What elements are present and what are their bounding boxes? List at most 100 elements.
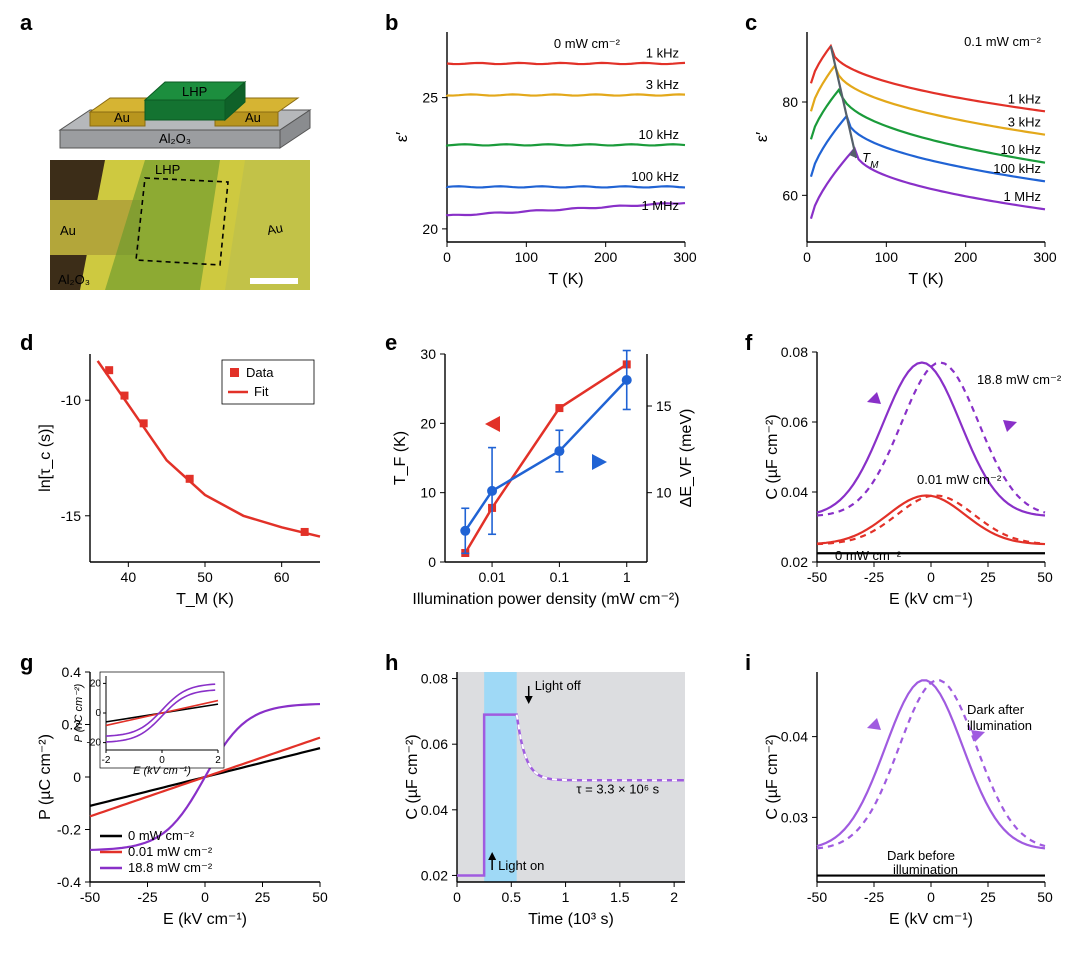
svg-text:100: 100	[875, 249, 899, 265]
svg-text:0: 0	[927, 889, 935, 905]
svg-text:50: 50	[312, 889, 328, 905]
svg-text:ε′: ε′	[394, 132, 411, 142]
svg-text:0.1 mW cm⁻²: 0.1 mW cm⁻²	[964, 34, 1042, 49]
svg-text:-25: -25	[137, 889, 157, 905]
svg-text:Illumination power density (mW: Illumination power density (mW cm⁻²)	[412, 591, 679, 608]
svg-text:0.01 mW cm⁻²: 0.01 mW cm⁻²	[128, 844, 213, 859]
svg-text:200: 200	[594, 249, 618, 265]
svg-text:0 mW cm⁻²: 0 mW cm⁻²	[835, 548, 902, 563]
svg-text:C (µF cm⁻²): C (µF cm⁻²)	[764, 414, 781, 499]
svg-text:10 kHz: 10 kHz	[1001, 142, 1041, 157]
svg-text:0.03: 0.03	[781, 809, 808, 825]
svg-text:0.08: 0.08	[421, 671, 448, 687]
svg-text:Dark after: Dark after	[967, 702, 1025, 717]
svg-text:0.04: 0.04	[781, 484, 808, 500]
svg-text:0: 0	[453, 889, 461, 905]
svg-text:0.08: 0.08	[781, 344, 808, 360]
svg-text:20: 20	[90, 678, 102, 689]
svg-text:0.02: 0.02	[421, 867, 448, 883]
panel-g-chart: -50-2502550-0.4-0.200.20.4E (kV cm⁻¹)P (…	[20, 650, 340, 940]
svg-text:-50: -50	[807, 569, 827, 585]
svg-text:50: 50	[197, 569, 213, 585]
svg-text:0: 0	[201, 889, 209, 905]
svg-text:1 kHz: 1 kHz	[1008, 91, 1041, 106]
svg-text:LHP: LHP	[155, 162, 180, 177]
svg-text:10: 10	[420, 485, 436, 501]
svg-text:25: 25	[980, 569, 996, 585]
svg-text:illumination: illumination	[893, 862, 958, 877]
svg-text:100 kHz: 100 kHz	[993, 161, 1041, 176]
svg-text:E (kV cm⁻¹): E (kV cm⁻¹)	[889, 591, 973, 608]
panel-c-chart: 01002003006080T (K)ε′0.1 mW cm⁻²1 kHz3 k…	[745, 10, 1065, 300]
svg-text:0: 0	[803, 249, 811, 265]
svg-text:60: 60	[274, 569, 290, 585]
svg-text:-15: -15	[61, 508, 81, 524]
svg-text:50: 50	[1037, 889, 1053, 905]
svg-text:T_M (K): T_M (K)	[176, 591, 234, 608]
svg-text:E (kV cm⁻¹): E (kV cm⁻¹)	[163, 911, 247, 928]
svg-text:0: 0	[428, 554, 436, 570]
svg-text:illumination: illumination	[967, 718, 1032, 733]
svg-text:40: 40	[121, 569, 137, 585]
svg-text:0.01: 0.01	[478, 569, 505, 585]
svg-text:0.1: 0.1	[550, 569, 570, 585]
svg-text:1.5: 1.5	[610, 889, 630, 905]
svg-text:0.06: 0.06	[421, 736, 448, 752]
svg-text:Au: Au	[114, 110, 130, 125]
svg-text:-10: -10	[61, 392, 81, 408]
svg-text:80: 80	[782, 94, 798, 110]
svg-text:2: 2	[215, 755, 221, 766]
panel-f-chart: -50-25025500.020.040.060.08E (kV cm⁻¹)C …	[745, 330, 1065, 620]
svg-text:Dark before: Dark before	[887, 848, 955, 863]
svg-text:Al₂O₃: Al₂O₃	[159, 131, 191, 146]
panel-e-chart: 0.010.1101020301015Illumination power de…	[385, 330, 705, 620]
svg-text:0.01 mW cm⁻²: 0.01 mW cm⁻²	[917, 472, 1002, 487]
svg-text:-0.4: -0.4	[57, 874, 81, 890]
svg-text:C (µF cm⁻²): C (µF cm⁻²)	[404, 734, 421, 819]
svg-text:0: 0	[927, 569, 935, 585]
panel-d-chart: 40 50 60 -15 -10 T_M (K) ln[τ_c (s)] Data Fit	[20, 330, 340, 620]
svg-text:-0.2: -0.2	[57, 822, 81, 838]
svg-text:Light off: Light off	[535, 678, 581, 693]
svg-text:P (nC cm⁻²): P (nC cm⁻²)	[73, 683, 85, 742]
svg-text:ε′: ε′	[754, 132, 771, 142]
svg-text:18.8 mW cm⁻²: 18.8 mW cm⁻²	[128, 860, 213, 875]
svg-text:0.5: 0.5	[502, 889, 522, 905]
svg-text:200: 200	[954, 249, 978, 265]
svg-text:60: 60	[782, 187, 798, 203]
svg-text:20: 20	[422, 221, 438, 237]
svg-text:Fit: Fit	[254, 384, 269, 399]
svg-text:TM: TM	[862, 150, 879, 171]
svg-text:10: 10	[656, 485, 672, 501]
panel-h-chart: 00.511.520.020.040.060.08Time (10³ s)C (…	[385, 650, 705, 940]
svg-text:C (µF cm⁻²): C (µF cm⁻²)	[764, 734, 781, 819]
svg-text:100: 100	[515, 249, 539, 265]
svg-text:300: 300	[673, 249, 697, 265]
svg-text:30: 30	[420, 346, 436, 362]
svg-text:25: 25	[255, 889, 271, 905]
svg-text:1 MHz: 1 MHz	[641, 198, 679, 213]
svg-text:Light on: Light on	[498, 858, 544, 873]
svg-text:P (µC cm⁻²): P (µC cm⁻²)	[37, 734, 54, 820]
svg-text:0: 0	[73, 769, 81, 785]
svg-text:50: 50	[1037, 569, 1053, 585]
svg-text:1 kHz: 1 kHz	[646, 46, 679, 61]
svg-text:25: 25	[980, 889, 996, 905]
svg-text:1: 1	[623, 569, 631, 585]
panel-a-schematic: Al₂O₃AuAuLHPLHPAuAuAl₂O₃	[20, 10, 340, 300]
svg-text:T (K): T (K)	[908, 271, 943, 288]
svg-text:LHP: LHP	[182, 84, 207, 99]
svg-text:0.04: 0.04	[421, 802, 448, 818]
svg-text:Au: Au	[245, 110, 261, 125]
svg-text:300: 300	[1033, 249, 1057, 265]
svg-text:ln[τ_c (s)]: ln[τ_c (s)]	[37, 424, 54, 492]
svg-text:0 mW cm⁻²: 0 mW cm⁻²	[128, 828, 195, 843]
svg-text:18.8 mW cm⁻²: 18.8 mW cm⁻²	[977, 372, 1062, 387]
svg-text:1 MHz: 1 MHz	[1003, 189, 1041, 204]
svg-text:-25: -25	[864, 569, 884, 585]
svg-text:0: 0	[95, 708, 101, 719]
svg-text:0 mW cm⁻²: 0 mW cm⁻²	[554, 36, 621, 51]
svg-text:Time (10³ s): Time (10³ s)	[528, 911, 614, 928]
svg-text:Data: Data	[246, 365, 274, 380]
svg-text:T (K): T (K)	[548, 271, 583, 288]
